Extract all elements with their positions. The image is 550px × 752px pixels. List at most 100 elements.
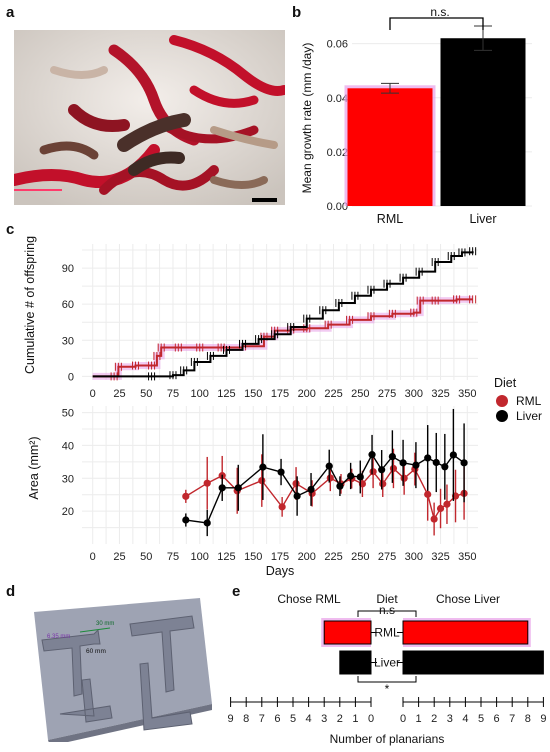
chart-c-top-series-liver: [92, 251, 474, 378]
chart-e-x-tick-label: 1: [416, 713, 422, 725]
chart-e-x-tick-label: 6: [494, 713, 500, 725]
chart-e-sig-bracket-bottom: [357, 676, 417, 683]
chart-c-top-x-tick-label: 50: [140, 388, 152, 400]
chart-c-bottom-point: [460, 489, 468, 497]
chart-c-top-x-tick-label: 125: [217, 388, 235, 400]
chart-c-bottom-x-tick-label: 25: [113, 551, 125, 563]
chart-c-bottom-point: [358, 480, 367, 488]
maze-stem-label: 60 mm: [86, 648, 106, 655]
chart-c-bottom-point: [277, 468, 285, 476]
chart-c-bottom-y-tick-label: 30: [62, 473, 74, 485]
maze-arm-label: 30 mm: [96, 621, 114, 627]
chart-c-bottom-point: [356, 473, 364, 481]
planarian-feeding-photo: [14, 30, 285, 205]
panel-letter-d: d: [6, 583, 16, 600]
chart-b-x-tick-label: RML: [377, 212, 403, 226]
chart-e-sig-bottom: *: [385, 682, 390, 696]
chart-e-chose-rml-label: Chose RML: [277, 592, 341, 606]
chart-c-bottom-series-liver: [185, 453, 465, 524]
chart-c-top-x-tick-label: 275: [378, 388, 396, 400]
chart-b-bar-rml: [347, 88, 433, 206]
chart-c-bottom-point: [218, 484, 226, 492]
chart-c-bottom-x-tick-label: 50: [140, 551, 152, 563]
chart-e-bar-left-rml: [323, 620, 372, 645]
chart-e-diet-title: Diet: [376, 592, 398, 606]
legend-label-rml: RML: [516, 394, 542, 408]
chart-c-top-x-tick-label: 175: [271, 388, 289, 400]
chart-b-significance: n.s.: [430, 5, 449, 19]
chart-c-bottom-point: [292, 479, 300, 488]
panel-letter-e: e: [232, 583, 241, 600]
chart-e-x-tick-label: 7: [259, 713, 265, 725]
chart-c-bottom-point: [432, 458, 440, 467]
chart-c-top-x-tick-label: 25: [113, 388, 125, 400]
panel-letter-b: b: [292, 4, 302, 21]
chart-c-top-x-tick-label: 350: [458, 388, 476, 400]
chart-c-top-x-tick-label: 75: [167, 388, 179, 400]
legend-swatch-rml: [496, 395, 508, 407]
chart-c-bottom-point: [451, 492, 460, 500]
chart-e-x-tick-label: 1: [352, 713, 358, 725]
chart-e-chose-liver-label: Chose Liver: [436, 592, 500, 606]
chart-c-top-series-rml: [92, 298, 473, 378]
chart-e-x-tick-label: 0: [400, 713, 406, 725]
chart-c-top-y-tick-label: 60: [62, 299, 74, 311]
chart-e-sig-top: n.s: [379, 603, 395, 617]
chart-e-x-tick-label: 4: [306, 713, 312, 725]
chart-c-bottom-point: [389, 464, 398, 473]
legend-label-liver: Liver: [516, 409, 542, 423]
chart-c-bottom-point: [399, 459, 407, 467]
chart-c-bottom-point: [203, 479, 211, 487]
chart-c-bottom-point: [307, 485, 315, 494]
chart-c-bottom-point: [449, 451, 457, 459]
chart-c-bottom-point: [325, 462, 333, 470]
chart-b-y-tick-label: 0.04: [327, 93, 348, 105]
chart-c-bottom-point: [460, 459, 468, 467]
chart-c-bottom-point: [430, 515, 438, 523]
chart-c-bottom-y-tick-label: 40: [62, 440, 74, 452]
chart-c-bottom-x-tick-label: 325: [431, 551, 449, 563]
chart-c-bottom-x-tick-label: 275: [378, 551, 396, 563]
chart-c-bottom-y-tick-label: 20: [62, 506, 74, 518]
chart-e-x-tick-label: 6: [274, 713, 280, 725]
chart-c-bottom-x-tick-label: 350: [458, 551, 476, 563]
chart-c-bottom-point: [441, 463, 449, 471]
chart-c-bottom-point: [337, 480, 345, 488]
chart-b-plot-area: [352, 22, 532, 206]
panel-letter-a: a: [6, 4, 15, 21]
chart-c-bottom-series-rml: [185, 467, 465, 521]
chart-c-bottom-point: [326, 474, 334, 482]
chart-e-bar-left-liver: [339, 650, 372, 675]
chart-e-bar-right-liver: [402, 650, 544, 675]
chart-c-top-x-tick-label: 100: [191, 388, 209, 400]
chart-c-top-x-tick-label: 300: [405, 388, 423, 400]
chart-e-bar-right-rml: [402, 620, 529, 645]
chart-c-bottom-x-tick-label: 150: [244, 551, 262, 563]
chart-c-bottom-point: [412, 461, 420, 469]
legend-swatch-liver: [496, 410, 508, 422]
chart-c-bottom-point: [218, 472, 226, 480]
chart-c-bottom-x-tick-label: 0: [90, 551, 96, 563]
chart-e-x-tick-label: 9: [228, 713, 234, 725]
chart-c-bottom-point: [203, 519, 211, 527]
chart-b-bar-highlight: [344, 85, 436, 206]
chart-c-bottom-point: [436, 504, 445, 513]
chart-c-top-series-highlight: [92, 295, 473, 380]
chart-c-bottom-point: [336, 482, 344, 490]
chart-e-x-tick-label: 0: [368, 713, 374, 725]
chart-c-bottom-point: [378, 466, 386, 474]
chart-b-y-tick-label: 0.06: [327, 39, 348, 51]
chart-b-x-tick-label: Liver: [469, 212, 496, 226]
chart-e-x-axis-label: Number of planarians: [330, 732, 445, 746]
chart-c-bottom-point: [424, 490, 432, 498]
chart-c-bottom-x-tick-label: 75: [167, 551, 179, 563]
chart-c-top-x-tick-label: 325: [431, 388, 449, 400]
chart-c-bottom-point: [388, 453, 396, 461]
chart-c-top-y-tick-label: 0: [68, 371, 74, 383]
chart-c-bottom-point: [259, 463, 267, 471]
chart-e-x-tick-label: 8: [243, 713, 249, 725]
chart-e-x-tick-label: 2: [337, 713, 343, 725]
chart-c-bottom-point: [308, 489, 316, 497]
chart-c-bottom-point: [233, 487, 241, 495]
chart-c-bottom-point: [424, 454, 432, 462]
